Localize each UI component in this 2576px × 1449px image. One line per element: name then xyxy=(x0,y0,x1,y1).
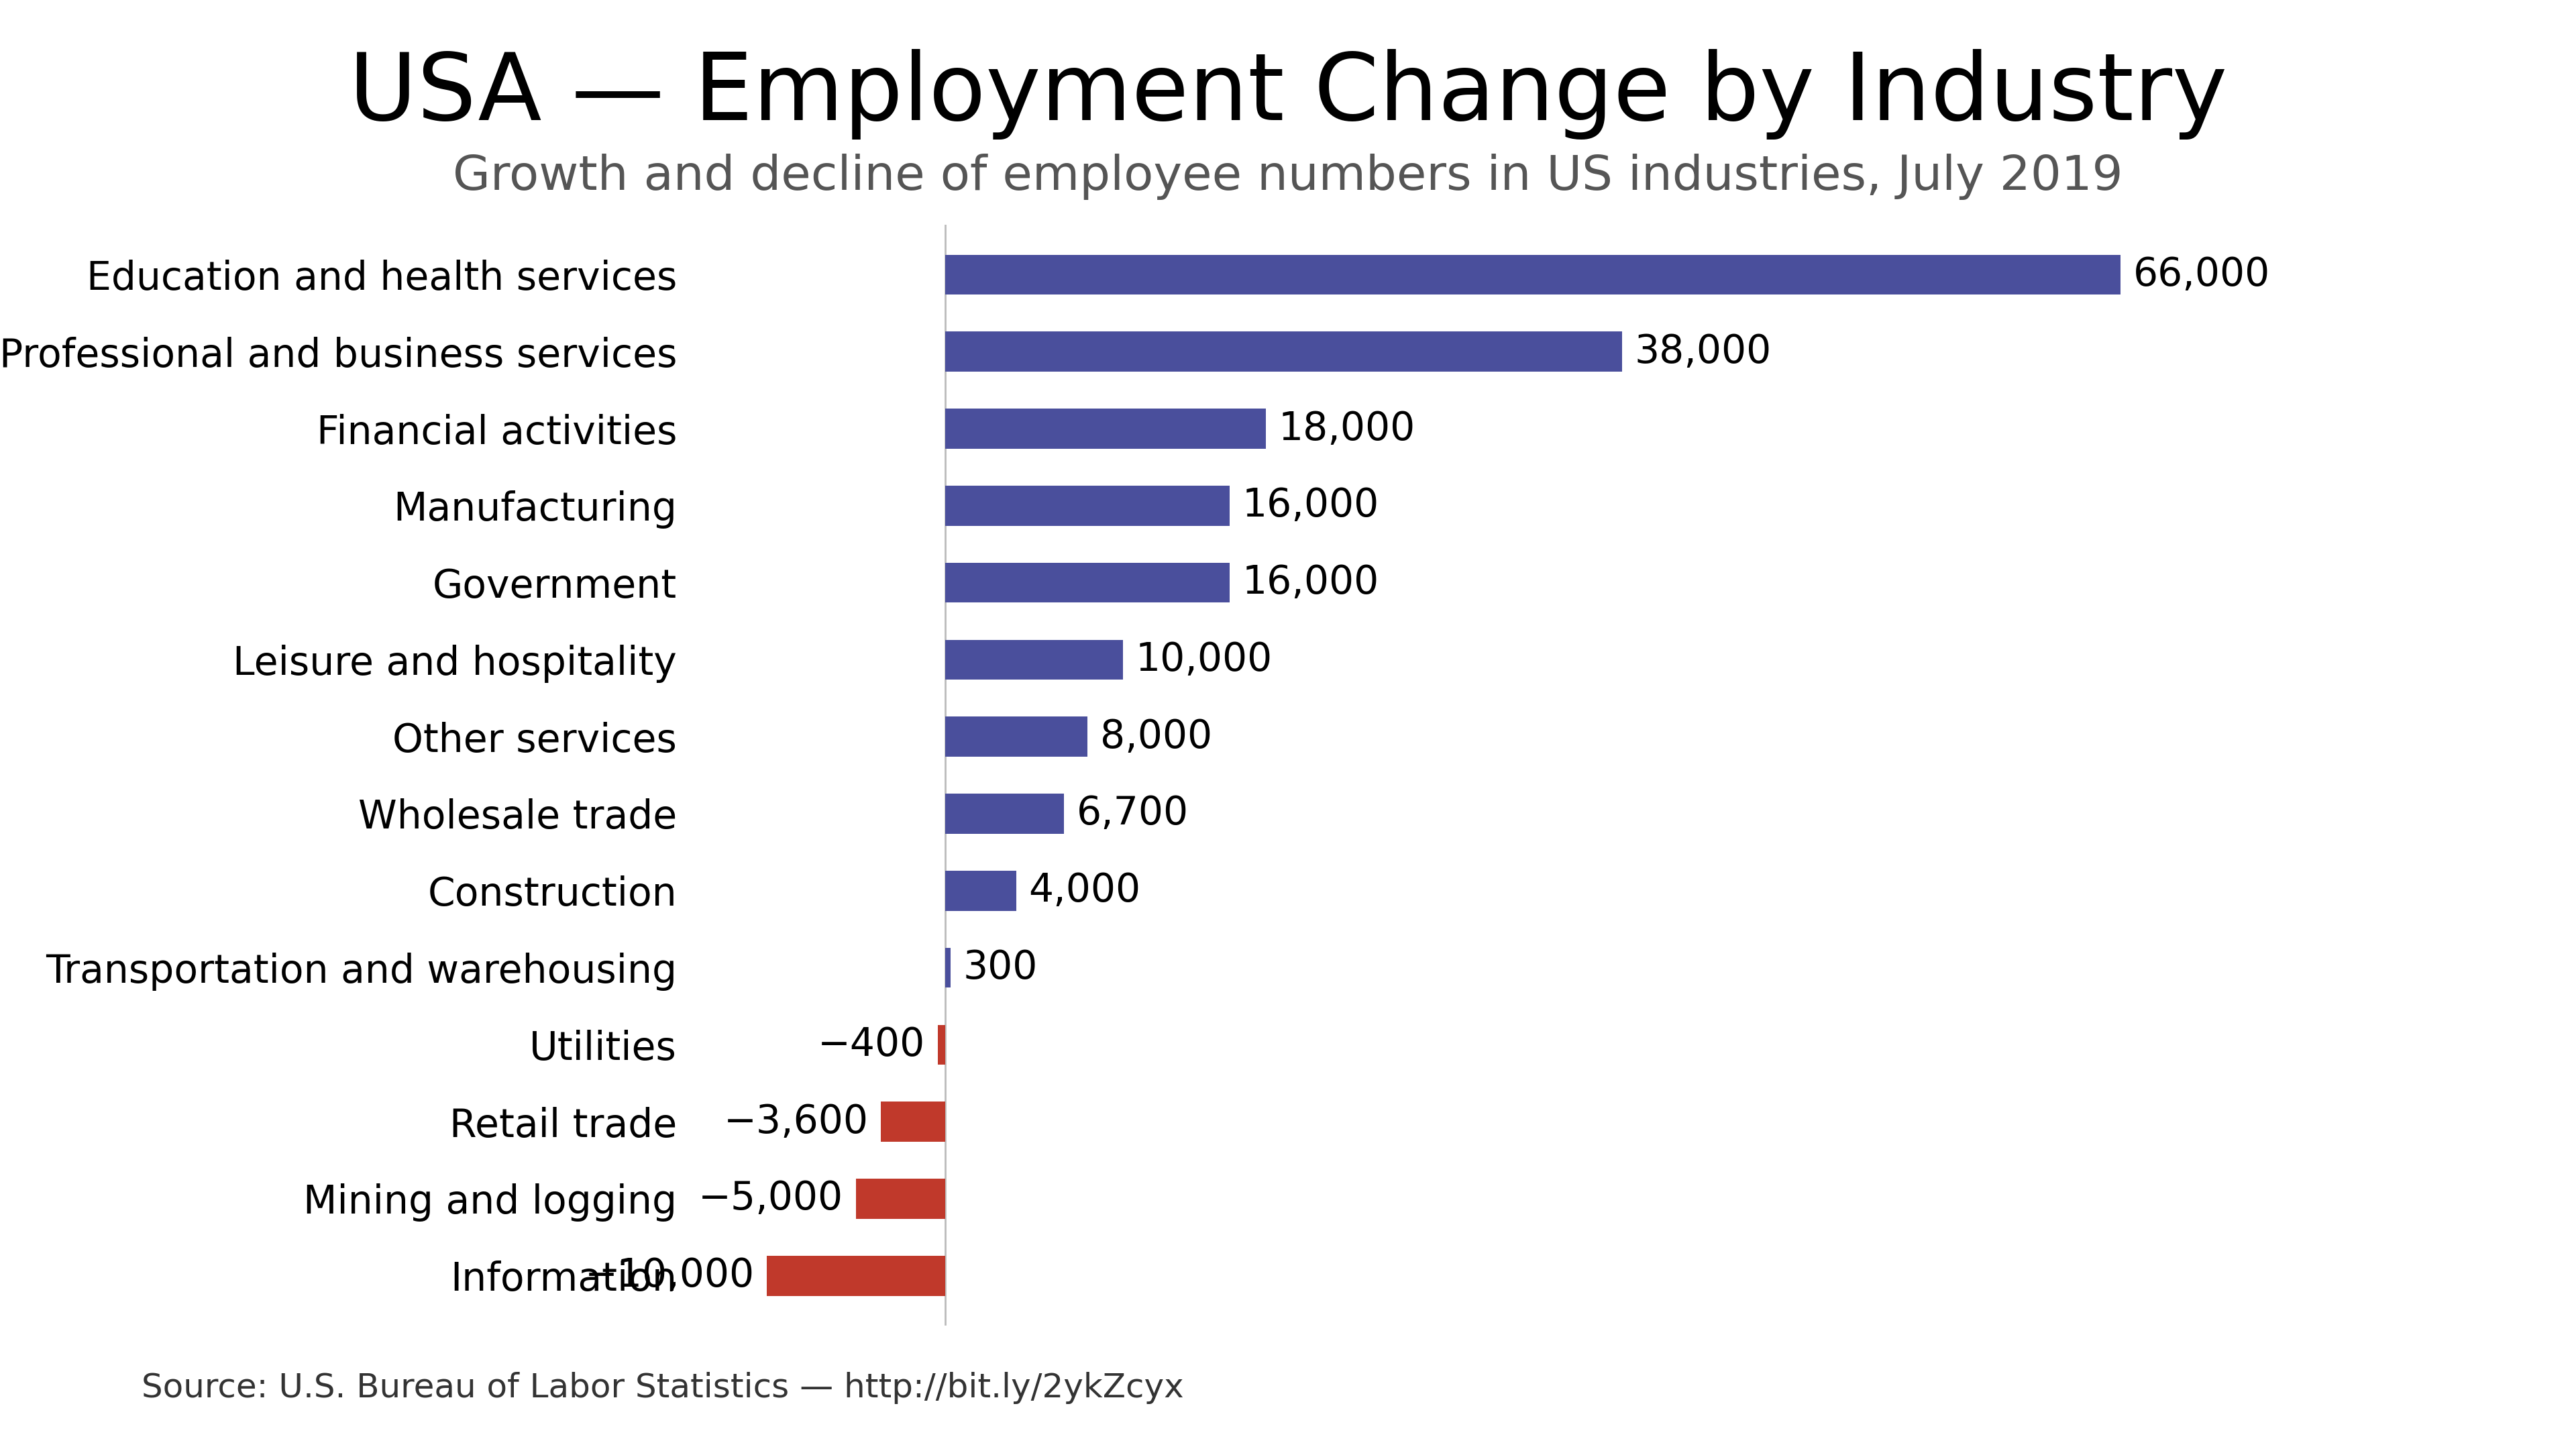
Bar xyxy=(945,794,1064,833)
Text: 16,000: 16,000 xyxy=(1242,564,1378,601)
Text: 66,000: 66,000 xyxy=(2133,255,2269,294)
Text: 8,000: 8,000 xyxy=(1100,717,1211,756)
Bar xyxy=(855,1178,945,1219)
Text: −400: −400 xyxy=(817,1026,925,1064)
Bar xyxy=(945,255,2120,294)
Bar xyxy=(768,1256,945,1295)
Text: −5,000: −5,000 xyxy=(698,1179,842,1219)
Bar xyxy=(945,871,1015,911)
Bar xyxy=(945,717,1087,756)
Text: 10,000: 10,000 xyxy=(1136,640,1273,678)
Text: 16,000: 16,000 xyxy=(1242,487,1378,525)
Bar xyxy=(938,1024,945,1065)
Text: 300: 300 xyxy=(963,949,1038,987)
Bar xyxy=(945,948,951,988)
Bar xyxy=(945,639,1123,680)
Text: USA — Employment Change by Industry: USA — Employment Change by Industry xyxy=(348,49,2228,139)
Bar xyxy=(945,332,1623,372)
Text: −10,000: −10,000 xyxy=(585,1256,755,1295)
Text: 4,000: 4,000 xyxy=(1028,872,1141,910)
Text: 38,000: 38,000 xyxy=(1633,332,1772,371)
Text: Source: U.S. Bureau of Labor Statistics — http://bit.ly/2ykZcyx: Source: U.S. Bureau of Labor Statistics … xyxy=(142,1372,1185,1404)
Text: 6,700: 6,700 xyxy=(1077,794,1190,833)
Text: 18,000: 18,000 xyxy=(1278,410,1414,448)
Bar xyxy=(881,1101,945,1142)
Text: Growth and decline of employee numbers in US industries, July 2019: Growth and decline of employee numbers i… xyxy=(453,154,2123,200)
Bar xyxy=(945,409,1265,449)
Bar xyxy=(945,485,1229,526)
Text: −3,600: −3,600 xyxy=(724,1103,868,1140)
Bar xyxy=(945,562,1229,603)
